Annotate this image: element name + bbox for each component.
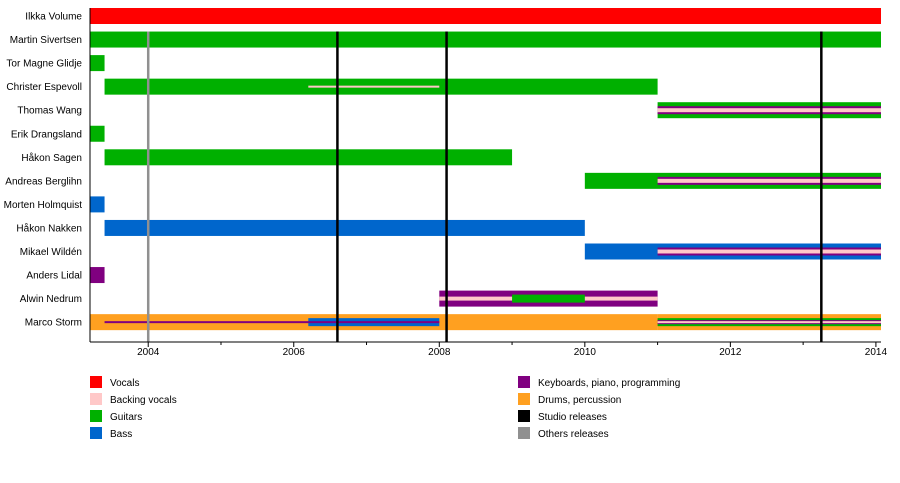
legend-label-vocals: Vocals <box>110 378 139 389</box>
legend-label-bass: Bass <box>110 429 132 440</box>
x-tick-label: 2014 <box>865 347 888 358</box>
member-label: Andreas Berglihn <box>5 176 82 187</box>
bar-backing <box>657 249 881 254</box>
bar-bass <box>90 196 105 213</box>
bar-keys <box>90 267 105 284</box>
bar-guitars <box>90 31 881 48</box>
legend-label-backing: Backing vocals <box>110 395 177 406</box>
member-label: Martin Sivertsen <box>10 35 82 46</box>
bar-backing <box>308 85 440 88</box>
legend-swatch-drums <box>518 393 530 405</box>
bar-guitars <box>90 125 105 142</box>
bar-guitars <box>90 55 105 72</box>
x-tick-label: 2008 <box>428 347 451 358</box>
legend-label-drums: Drums, percussion <box>538 395 621 406</box>
legend-swatch-bass <box>90 427 102 439</box>
bar-guitars <box>104 149 513 166</box>
bar-keys <box>104 321 440 324</box>
member-label: Morten Holmquist <box>4 200 83 211</box>
x-tick-label: 2004 <box>137 347 160 358</box>
x-tick-label: 2012 <box>719 347 742 358</box>
legend-label-guitars: Guitars <box>110 412 142 423</box>
bar-guitars <box>512 294 585 303</box>
member-label: Christer Espevoll <box>6 82 82 93</box>
legend-swatch-studio <box>518 410 530 422</box>
legend-swatch-other <box>518 427 530 439</box>
legend-swatch-guitars <box>90 410 102 422</box>
bar-vocals <box>90 8 881 24</box>
member-label: Marco Storm <box>25 318 82 329</box>
legend-swatch-keys <box>518 376 530 388</box>
bar-backing <box>657 178 881 183</box>
member-label: Alwin Nedrum <box>20 294 82 305</box>
member-label: Ilkka Volume <box>25 12 82 23</box>
member-label: Mikael Wildén <box>20 247 82 258</box>
legend-label-keys: Keyboards, piano, programming <box>538 378 680 389</box>
legend-swatch-vocals <box>90 376 102 388</box>
bar-bass <box>104 219 585 236</box>
bar-backing <box>657 108 881 113</box>
member-label: Håkon Nakken <box>16 222 82 234</box>
legend-label-studio: Studio releases <box>538 412 607 423</box>
member-label: Erik Drangsland <box>11 129 82 140</box>
bar-backing <box>657 321 881 324</box>
x-tick-label: 2006 <box>283 347 306 358</box>
legend-swatch-backing <box>90 393 102 405</box>
member-label: Tor Magne Glidje <box>6 59 82 70</box>
legend-label-other: Others releases <box>538 429 609 440</box>
x-tick-label: 2010 <box>574 347 597 358</box>
member-label: Anders Lidal <box>26 271 82 282</box>
member-label: Thomas Wang <box>17 106 82 117</box>
member-label: Håkon Sagen <box>21 152 82 164</box>
